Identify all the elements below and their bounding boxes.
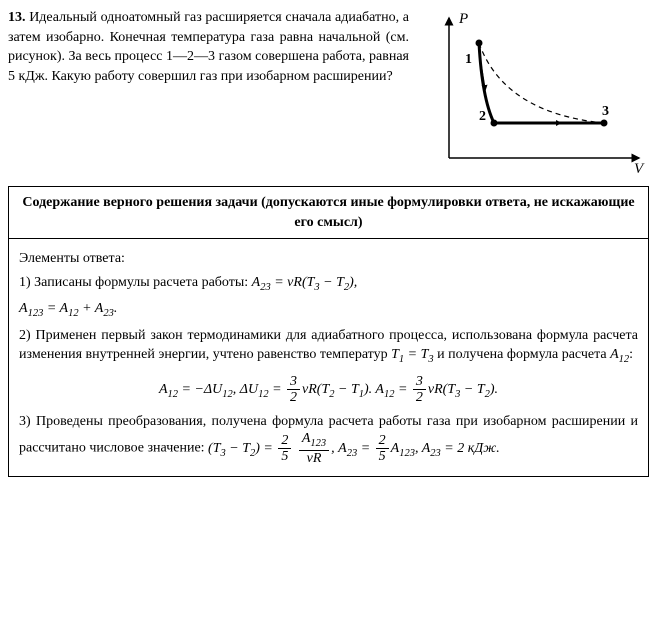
point-1 bbox=[476, 40, 483, 47]
label-1: 1 bbox=[465, 52, 472, 67]
frac-2-5-a: 25 bbox=[278, 433, 291, 465]
step-2-text: 2) Применен первый закон термодинамики д… bbox=[19, 326, 638, 368]
point-3 bbox=[601, 120, 608, 127]
frac-3-2-a: 32 bbox=[287, 374, 300, 406]
formula-a123: A123 = A12 + A23. bbox=[19, 301, 117, 316]
t1-eq-t3: T1 = T3 bbox=[391, 347, 434, 362]
step2-body2: и получена форму­ла расчета bbox=[434, 347, 610, 362]
frac-a123-vr: A123νR bbox=[299, 431, 329, 466]
solution-body: Элементы ответа: 1) Записаны формулы рас… bbox=[9, 239, 648, 476]
solution-header: Содержание верного решения задачи (допус… bbox=[9, 187, 648, 239]
step-3: 3) Проведены преобразования, получена фо… bbox=[19, 412, 638, 466]
problem-number: 13. bbox=[8, 10, 26, 25]
point-2 bbox=[491, 120, 498, 127]
problem-body: Идеальный одноатомный газ рас­ширяется с… bbox=[8, 10, 409, 84]
frac-3-2-b: 32 bbox=[413, 374, 426, 406]
isotherm-dashed bbox=[479, 43, 604, 123]
solution-box: Содержание верного решения задачи (допус… bbox=[8, 186, 649, 477]
formula-line-2: A12 = −ΔU12, ΔU12 = 32νR(T2 − T1). A12 =… bbox=[19, 374, 638, 406]
step-1-line-2: A123 = A12 + A23. bbox=[19, 299, 638, 321]
axis-p-label: P bbox=[458, 11, 468, 27]
frac-2-5-b: 25 bbox=[376, 433, 389, 465]
step-1-line-1: 1) Записаны формулы расчета работы: A23 … bbox=[19, 273, 638, 295]
formula-a23: A23 = νR(T3 − T2), bbox=[252, 275, 358, 290]
label-3: 3 bbox=[602, 104, 609, 119]
label-2: 2 bbox=[479, 109, 486, 124]
pv-diagram: P V 1 2 3 bbox=[419, 8, 649, 178]
axis-v-label: V bbox=[634, 161, 645, 177]
elements-label: Элементы ответа: bbox=[19, 249, 638, 269]
problem-block: 13. Идеальный одноатомный газ рас­ширяет… bbox=[8, 8, 649, 178]
problem-text: 13. Идеальный одноатомный газ рас­ширяет… bbox=[8, 8, 409, 178]
formula-line-3: (T3 − T2) = 25 A123νR, A23 = 25A123, A23… bbox=[208, 441, 500, 456]
step1-text: 1) Записаны формулы расчета работы: bbox=[19, 275, 252, 290]
a12-ref: A12 bbox=[610, 347, 629, 362]
